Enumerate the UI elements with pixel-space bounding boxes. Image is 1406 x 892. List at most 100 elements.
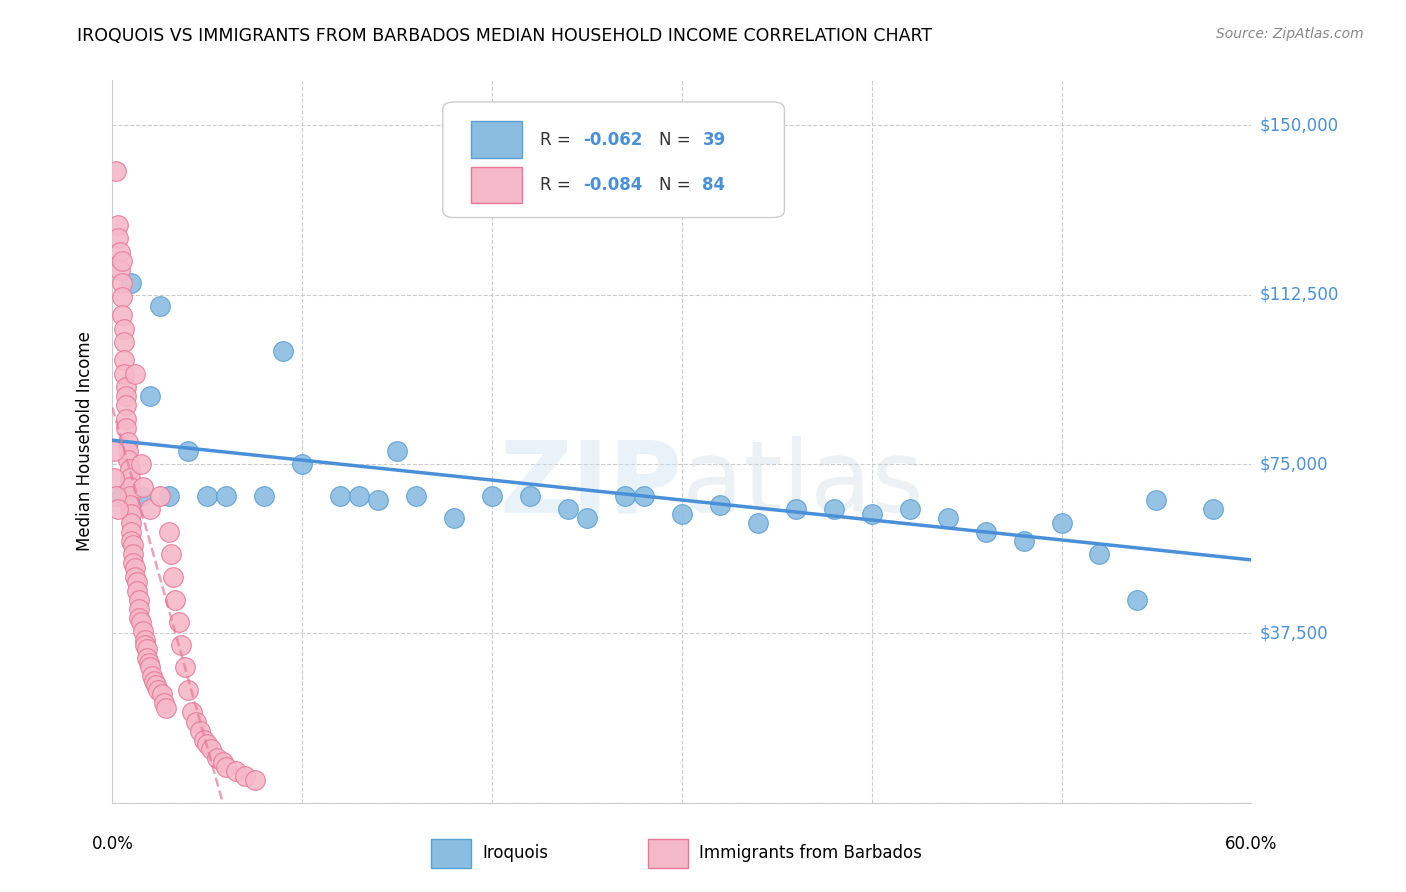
Point (193, 732, 215, 747)
Text: 84: 84 (703, 176, 725, 194)
Point (385, 443, 409, 458)
Point (139, 389, 162, 403)
Point (134, 633, 156, 648)
Point (121, 507, 143, 521)
Bar (471, 121, 523, 158)
Text: 39: 39 (703, 130, 725, 149)
Point (114, 380, 136, 394)
Point (235, 769, 257, 783)
Point (135, 651, 157, 665)
FancyBboxPatch shape (443, 102, 785, 218)
Point (124, 367, 146, 381)
Point (271, 344, 295, 359)
Point (128, 592, 150, 607)
Point (134, 638, 156, 652)
Point (127, 583, 149, 598)
Point (613, 489, 636, 503)
Point (105, 163, 128, 178)
Point (184, 714, 207, 729)
Point (111, 489, 134, 503)
Text: 0.0%: 0.0% (91, 835, 134, 854)
Point (785, 502, 807, 516)
Point (747, 516, 769, 530)
Point (177, 682, 200, 697)
Text: ZIP: ZIP (499, 436, 682, 533)
Point (291, 457, 314, 471)
Point (936, 511, 959, 525)
Y-axis label: Median Household Income: Median Household Income (76, 332, 94, 551)
Point (111, 277, 134, 291)
Point (118, 489, 141, 503)
Point (103, 470, 125, 484)
Point (167, 615, 190, 630)
Point (1012, 533, 1035, 548)
Point (117, 443, 139, 458)
Text: -0.062: -0.062 (583, 130, 643, 149)
Point (405, 489, 427, 503)
Point (135, 642, 157, 657)
Point (112, 321, 135, 335)
Text: IROQUOIS VS IMMIGRANTS FROM BARBADOS MEDIAN HOUSEHOLD INCOME CORRELATION CHART: IROQUOIS VS IMMIGRANTS FROM BARBADOS MED… (77, 27, 932, 45)
Point (195, 489, 219, 503)
Point (111, 308, 134, 322)
Point (195, 737, 219, 751)
Text: R =: R = (540, 176, 575, 194)
Point (129, 457, 152, 471)
Bar (648, 838, 688, 868)
Point (1050, 516, 1073, 530)
Point (215, 489, 238, 503)
Point (129, 489, 152, 503)
Point (117, 434, 139, 449)
Point (122, 557, 145, 571)
Point (121, 516, 143, 530)
Point (124, 561, 146, 575)
Point (114, 398, 136, 412)
Point (519, 489, 541, 503)
Point (145, 678, 167, 692)
Point (114, 412, 136, 426)
Point (443, 511, 465, 525)
Point (898, 502, 921, 516)
Point (112, 335, 135, 350)
Point (170, 638, 193, 652)
Point (103, 443, 125, 458)
Point (1202, 502, 1225, 516)
Point (107, 502, 129, 516)
Point (243, 773, 266, 788)
Point (152, 697, 174, 711)
Point (105, 489, 128, 503)
Point (139, 502, 162, 516)
Point (1088, 548, 1111, 562)
Point (114, 421, 136, 435)
Point (111, 290, 134, 304)
Point (205, 750, 228, 764)
Point (107, 218, 129, 232)
Point (181, 706, 204, 720)
Text: $112,500: $112,500 (1260, 285, 1339, 304)
Point (188, 723, 211, 738)
Point (118, 498, 141, 512)
Point (114, 389, 136, 403)
Point (576, 511, 599, 525)
Point (129, 615, 152, 630)
Text: atlas: atlas (682, 436, 924, 533)
Point (974, 524, 997, 539)
Point (143, 673, 166, 688)
Point (111, 253, 134, 268)
Point (118, 470, 141, 484)
Point (108, 244, 131, 259)
Point (1144, 493, 1167, 508)
Text: Immigrants from Barbados: Immigrants from Barbados (699, 845, 922, 863)
Point (225, 764, 247, 779)
Point (132, 480, 155, 494)
Point (160, 548, 183, 562)
Point (128, 601, 150, 615)
Text: $75,000: $75,000 (1260, 455, 1329, 473)
Point (159, 489, 180, 503)
Point (146, 682, 169, 697)
Text: $150,000: $150,000 (1260, 117, 1339, 135)
Bar (471, 167, 523, 203)
Point (107, 231, 129, 245)
Point (121, 533, 143, 548)
Text: Source: ZipAtlas.com: Source: ZipAtlas.com (1216, 27, 1364, 41)
